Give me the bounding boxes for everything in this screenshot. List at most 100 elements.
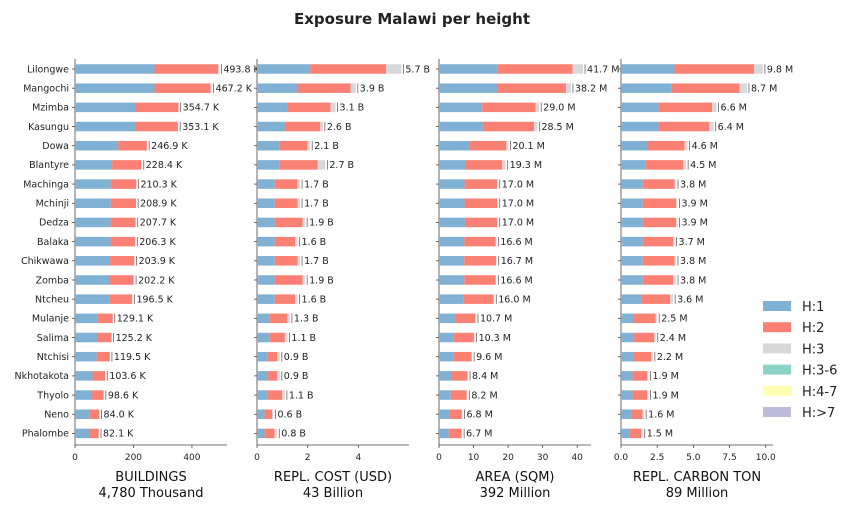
bar-h3-balaka [495,236,497,247]
bar-h3-mzimba [535,102,540,113]
bar-h3-chikwawa [496,256,497,266]
bar-h2-balaka [110,236,136,247]
bar-h2-thyolo [450,390,467,400]
bar-h3-mulanje [287,313,290,324]
total-label: 6.6 M [721,103,747,114]
x-axis-total: 392 Million [480,486,551,501]
bar-h1-ntcheu [257,294,275,304]
total-label: 2.6 B [327,122,352,133]
legend-item: H:1 [763,300,824,315]
total-label: 8.7 M [751,83,777,94]
bar-h2-lilongwe [154,64,219,74]
bar-h3-phalombe [641,428,643,439]
x-axis-total: 43 Billion [303,486,363,501]
legend: H:1 H:2 H:3 H:3-6 H:4-7 H:>7 [763,300,837,421]
total-label: 82.1 K [103,429,134,440]
bar-h1-kasungu [75,121,136,132]
total-label: 6.8 M [466,410,492,421]
x-tick-label: 200 [125,453,142,463]
bar-h2-machinga [642,179,675,189]
x-tick-label: 20 [502,453,514,463]
bar-h1-neno [75,409,90,419]
total-label: 19.3 M [510,160,542,171]
category-label: Neno [44,410,69,421]
bar-h3-nkhotakota [647,371,649,381]
bar-h3-lilongwe [572,64,584,74]
total-label: 6.4 M [718,122,744,133]
total-label: 3.9 B [360,83,385,94]
bar-h1-mzimba [439,102,483,113]
bar-h3-salima [473,332,475,343]
category-label: Salima [37,333,69,344]
bar-h3-neno [642,409,645,419]
x-tick-label: 7.5 [722,453,736,463]
category-label: Balaka [37,237,69,248]
bar-h2-balaka [274,236,295,247]
chart-panels: Lilongwe 493.8 K Mangochi 467.2 K Mzimba 354.… [14,59,793,501]
x-tick-label: 0.0 [614,453,629,463]
total-label: 1.6 M [648,410,674,421]
bar-h1-ntchisi [621,351,635,362]
bar-h3-blantyre [317,160,326,170]
total-label: 1.7 B [304,179,329,190]
bar-h2-mulanje [97,313,113,324]
bar-h3-machinga [297,179,301,189]
legend-swatch [763,364,791,375]
bar-h2-ntcheu [109,294,133,304]
total-label: 3.7 M [679,237,705,248]
bar-h2-machinga [464,179,498,189]
bar-h3-chikwawa [674,256,677,266]
bar-h2-mulanje [269,313,288,324]
bar-h2-lilongwe [674,64,755,74]
bar-h3-balaka [295,236,298,247]
category-label: Kasungu [28,122,69,133]
total-label: 98.6 K [108,390,139,401]
bar-h1-zomba [75,275,110,285]
legend-item: H:>7 [763,406,835,421]
bar-h2-phalombe [264,428,275,439]
total-label: 29.0 M [543,103,575,114]
bar-h2-zomba [464,275,496,285]
total-label: 467.2 K [216,83,253,94]
bar-h2-mzimba [658,102,713,113]
bar-h2-mchinji [274,198,298,209]
bar-h2-neno [449,409,462,419]
legend-label: H:3 [802,342,824,357]
total-label: 5.7 B [405,64,430,75]
bar-h1-chikwawa [75,256,111,266]
bar-h3-ntcheu [295,294,298,304]
bar-h3-ntchisi [651,351,653,362]
bar-h1-mangochi [75,83,155,93]
bar-h1-dedza [257,217,275,228]
bar-h1-mzimba [621,102,659,113]
category-label: Chikwawa [21,256,69,267]
total-label: 20.1 M [512,141,544,152]
total-label: 10.7 M [480,314,512,325]
bar-h2-mangochi [297,83,351,93]
x-tick-label: 10.0 [756,453,776,463]
bar-h1-chikwawa [439,256,465,266]
bar-h2-dedza [464,217,498,228]
bar-h1-salima [257,332,270,343]
bar-h1-lilongwe [439,64,498,74]
bar-h2-blantyre [112,160,142,170]
total-label: 6.7 M [466,429,492,440]
total-label: 208.9 K [140,199,177,210]
bar-h1-mchinji [439,198,465,209]
bar-h3-ntcheu [670,294,674,304]
bar-h2-phalombe [448,428,462,439]
bar-h3-kasungu [709,121,714,132]
bar-h3-lilongwe [386,64,402,74]
bar-h1-ntcheu [439,294,464,304]
panel-3: 41.7 M 38.2 M29.0 M 28.5 M 20.1 M 19.3 M 17.0… [436,59,619,501]
bar-h2-ntchisi [453,351,472,362]
total-label: 354.7 K [183,103,220,114]
bar-h2-neno [89,409,100,419]
bar-h2-neno [631,409,643,419]
total-label: 1.1 B [289,390,314,401]
bar-h1-mangochi [439,83,498,93]
bar-h2-mzimba [287,102,331,113]
bar-h3-salima [654,332,656,343]
bar-h1-mulanje [439,313,455,324]
